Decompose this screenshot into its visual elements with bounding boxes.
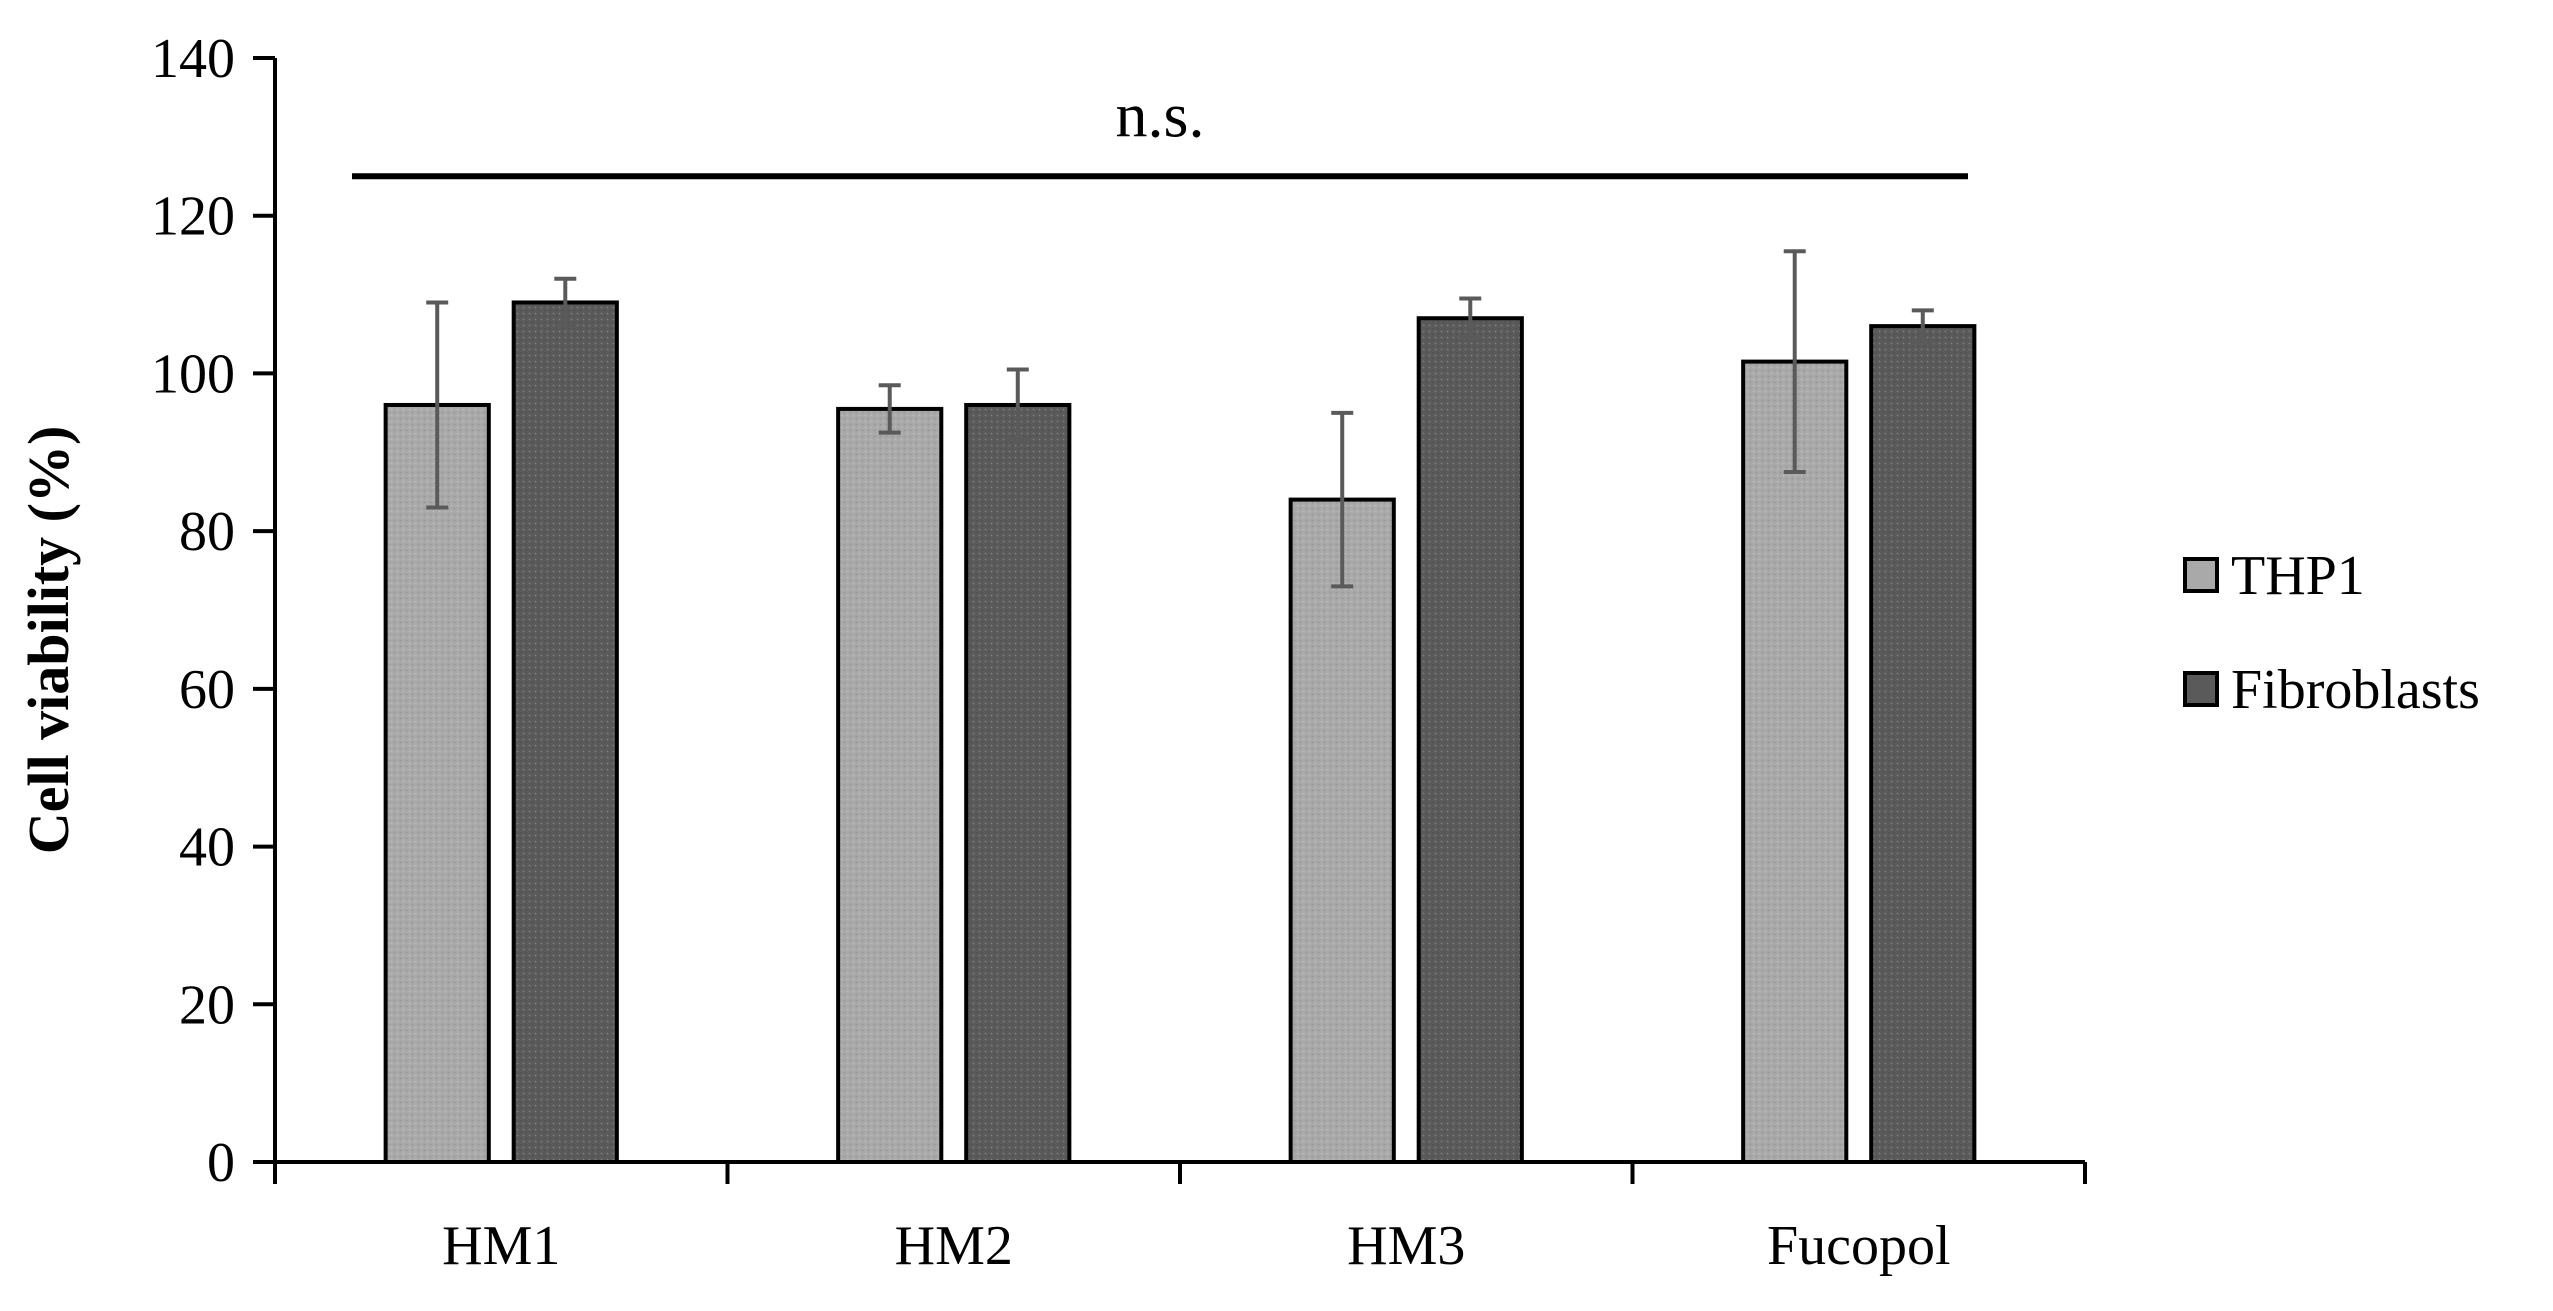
x-tick-label: HM2 <box>895 1215 1013 1277</box>
bar-texture <box>515 304 615 1160</box>
x-tick-label: Fucopol <box>1767 1215 1951 1277</box>
y-tick-label: 0 <box>207 1132 235 1194</box>
significance-annotation: n.s. <box>352 79 1968 180</box>
bar-texture <box>387 406 487 1160</box>
y-tick-label: 120 <box>151 186 235 248</box>
y-tick-label: 100 <box>151 343 235 405</box>
legend: THP1 Fibroblasts <box>2183 545 2480 721</box>
legend-label-thp1: THP1 <box>2231 545 2365 607</box>
y-tick-label: 60 <box>179 659 235 721</box>
bars-group <box>383 300 1977 1165</box>
y-axis: 0 20 40 60 80 100 120 140 <box>151 28 277 1194</box>
y-axis-label: Cell viability (%) <box>16 426 81 855</box>
bar-texture <box>1873 328 1973 1161</box>
bar-texture <box>1292 501 1392 1161</box>
bar-texture <box>968 406 1068 1160</box>
y-tick-label: 20 <box>179 974 235 1036</box>
x-axis: HM1 HM2 HM3 Fucopol <box>273 1160 2087 1277</box>
legend-label-fibroblasts: Fibroblasts <box>2231 659 2480 721</box>
bar-texture <box>1745 363 1845 1161</box>
error-bars-group <box>426 249 1934 589</box>
y-tick-label: 40 <box>179 817 235 879</box>
x-tick-label: HM3 <box>1347 1215 1465 1277</box>
y-tick-label: 80 <box>179 501 235 563</box>
significance-label: n.s. <box>1116 79 1205 150</box>
y-tick-label: 140 <box>151 28 235 90</box>
bar-texture <box>840 410 940 1160</box>
legend-swatch-thp1 <box>2183 557 2219 593</box>
x-tick-label: HM1 <box>442 1215 560 1277</box>
legend-swatch-fibroblasts <box>2183 671 2219 707</box>
bar-texture <box>1420 320 1520 1160</box>
